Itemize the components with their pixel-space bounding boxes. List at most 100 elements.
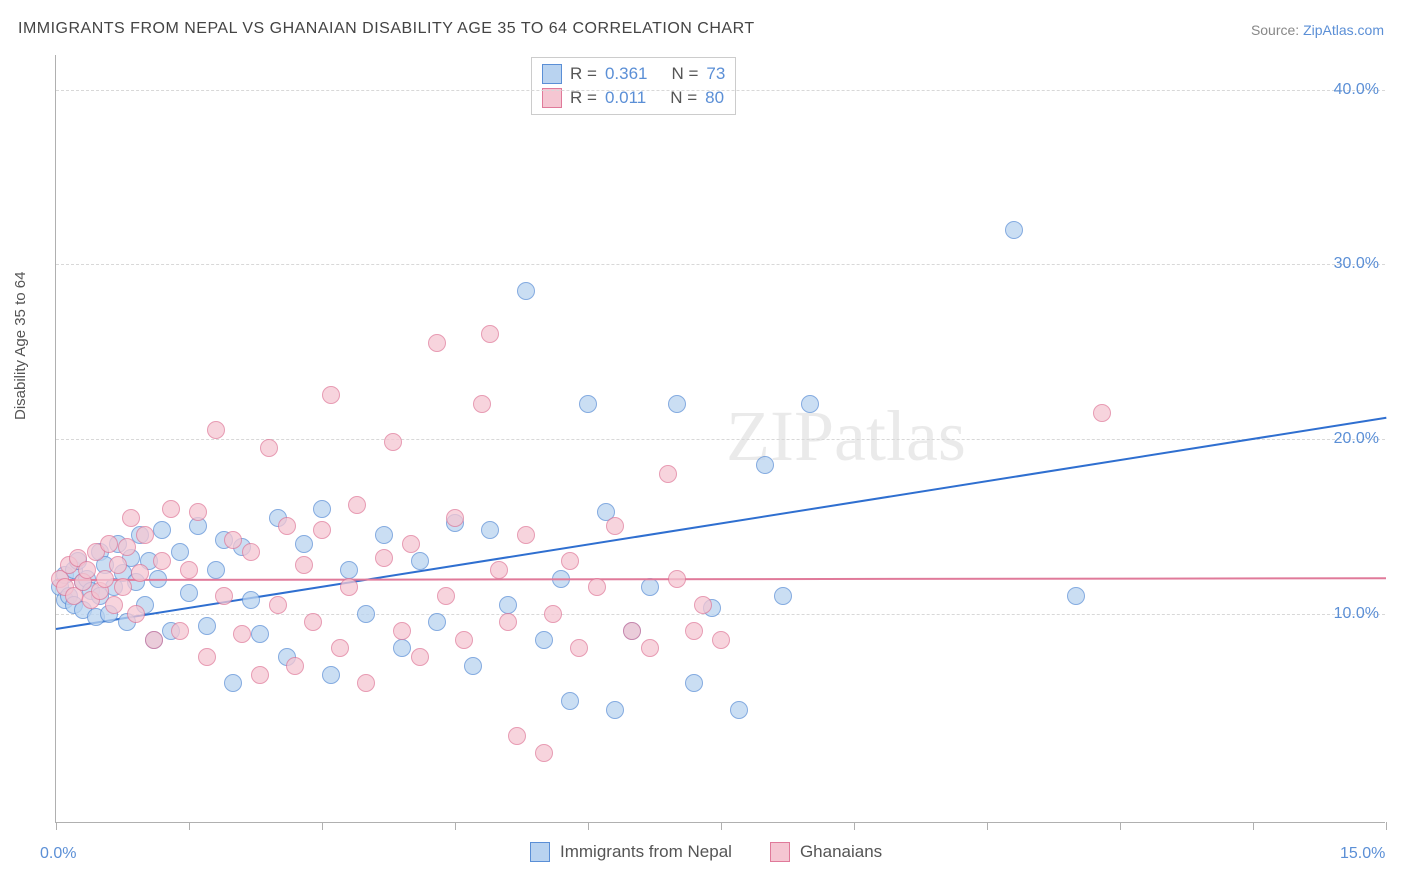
r-value[interactable]: 0.361 <box>605 64 648 84</box>
data-point <box>171 543 189 561</box>
data-point <box>712 631 730 649</box>
data-point <box>473 395 491 413</box>
gridline <box>56 264 1385 265</box>
data-point <box>499 613 517 631</box>
data-point <box>535 744 553 762</box>
data-point <box>233 625 251 643</box>
data-point <box>242 543 260 561</box>
data-point <box>153 552 171 570</box>
x-tick <box>1253 822 1254 830</box>
r-label: R = <box>570 64 597 84</box>
data-point <box>189 503 207 521</box>
data-point <box>105 596 123 614</box>
data-point <box>224 674 242 692</box>
data-point <box>481 521 499 539</box>
source-attribution: Source: ZipAtlas.com <box>1251 22 1384 38</box>
data-point <box>322 666 340 684</box>
x-tick <box>56 822 57 830</box>
data-point <box>730 701 748 719</box>
y-tick-label: 20.0% <box>1334 430 1379 448</box>
data-point <box>180 561 198 579</box>
data-point <box>118 538 136 556</box>
x-tick <box>721 822 722 830</box>
x-tick <box>189 822 190 830</box>
y-tick-label: 10.0% <box>1334 605 1379 623</box>
data-point <box>122 509 140 527</box>
data-point <box>340 578 358 596</box>
data-point <box>490 561 508 579</box>
data-point <box>411 552 429 570</box>
data-point <box>801 395 819 413</box>
r-label: R = <box>570 88 597 108</box>
data-point <box>517 282 535 300</box>
legend-label: Immigrants from Nepal <box>560 842 732 862</box>
chart-title: IMMIGRANTS FROM NEPAL VS GHANAIAN DISABI… <box>18 20 755 38</box>
legend-label: Ghanaians <box>800 842 882 862</box>
correlation-legend: R =0.361N =73R =0.011N =80 <box>531 57 736 115</box>
data-point <box>304 613 322 631</box>
data-point <box>561 552 579 570</box>
source-label: Source: <box>1251 22 1299 38</box>
data-point <box>668 395 686 413</box>
legend-swatch <box>530 842 550 862</box>
data-point <box>242 591 260 609</box>
data-point <box>499 596 517 614</box>
data-point <box>207 421 225 439</box>
data-point <box>286 657 304 675</box>
data-point <box>428 334 446 352</box>
data-point <box>774 587 792 605</box>
data-point <box>331 639 349 657</box>
x-tick <box>455 822 456 830</box>
data-point <box>278 517 296 535</box>
data-point <box>561 692 579 710</box>
data-point <box>100 535 118 553</box>
data-point <box>340 561 358 579</box>
data-point <box>78 561 96 579</box>
data-point <box>402 535 420 553</box>
data-point <box>1093 404 1111 422</box>
data-point <box>215 587 233 605</box>
data-point <box>357 605 375 623</box>
data-point <box>428 613 446 631</box>
legend-swatch <box>542 64 562 84</box>
data-point <box>198 617 216 635</box>
data-point <box>517 526 535 544</box>
data-point <box>322 386 340 404</box>
data-point <box>464 657 482 675</box>
data-point <box>96 570 114 588</box>
data-point <box>153 521 171 539</box>
gridline <box>56 90 1385 91</box>
data-point <box>1067 587 1085 605</box>
data-point <box>145 631 163 649</box>
legend-swatch <box>770 842 790 862</box>
data-point <box>685 674 703 692</box>
data-point <box>375 526 393 544</box>
x-tick-min: 0.0% <box>40 845 76 863</box>
data-point <box>136 526 154 544</box>
data-point <box>685 622 703 640</box>
data-point <box>481 325 499 343</box>
data-point <box>171 622 189 640</box>
data-point <box>694 596 712 614</box>
data-point <box>348 496 366 514</box>
data-point <box>269 596 287 614</box>
data-point <box>544 605 562 623</box>
data-point <box>641 578 659 596</box>
n-value[interactable]: 73 <box>706 64 725 84</box>
data-point <box>508 727 526 745</box>
data-point <box>570 639 588 657</box>
data-point <box>1005 221 1023 239</box>
data-point <box>375 549 393 567</box>
data-point <box>393 622 411 640</box>
x-tick <box>1120 822 1121 830</box>
data-point <box>207 561 225 579</box>
data-point <box>446 509 464 527</box>
n-value[interactable]: 80 <box>705 88 724 108</box>
data-point <box>180 584 198 602</box>
data-point <box>198 648 216 666</box>
x-tick-max: 15.0% <box>1340 845 1385 863</box>
data-point <box>393 639 411 657</box>
data-point <box>535 631 553 649</box>
source-link[interactable]: ZipAtlas.com <box>1303 22 1384 38</box>
r-value[interactable]: 0.011 <box>605 88 646 108</box>
